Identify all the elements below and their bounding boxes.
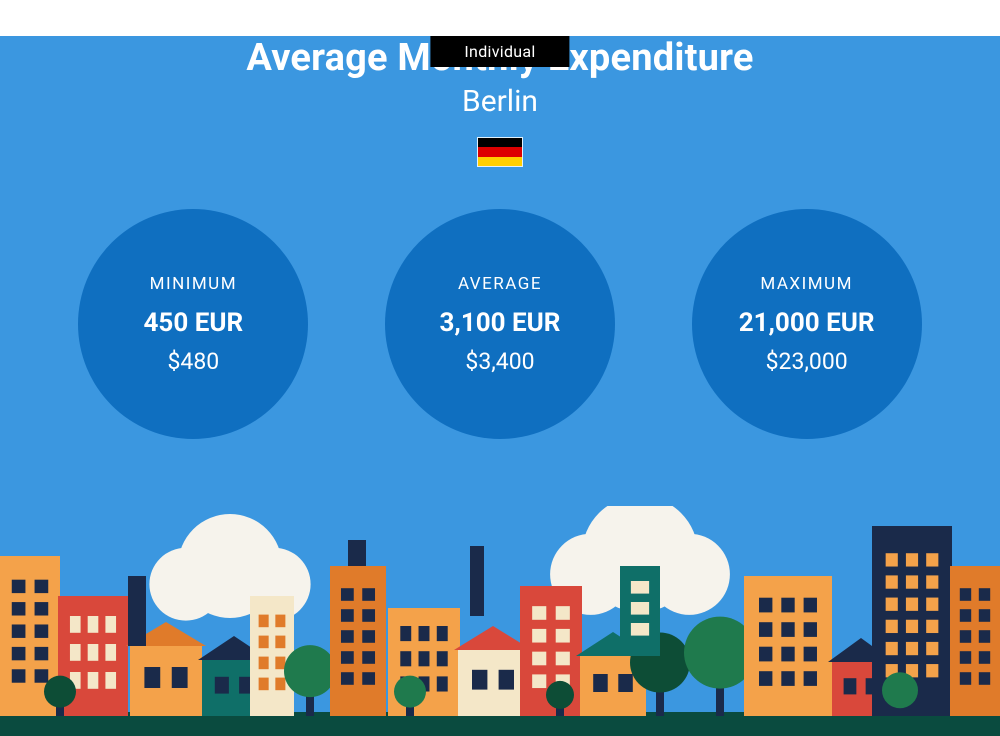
- stat-label: MINIMUM: [150, 274, 237, 294]
- category-badge-label: Individual: [464, 42, 535, 61]
- category-badge: Individual: [430, 36, 569, 67]
- stat-primary: 21,000 EUR: [739, 308, 875, 338]
- infographic-card: Individual Average Monthly Expenditure B…: [0, 36, 1000, 736]
- stat-label: AVERAGE: [458, 274, 542, 294]
- stat-secondary: $3,400: [465, 348, 534, 375]
- stat-primary: 450 EUR: [144, 308, 244, 338]
- stat-primary: 3,100 EUR: [440, 308, 561, 338]
- flag-stripe-1: [478, 138, 522, 147]
- cityscape-illustration: [0, 506, 1000, 736]
- stat-circle-average: AVERAGE 3,100 EUR $3,400: [385, 209, 615, 439]
- stat-secondary: $480: [167, 348, 219, 375]
- stats-row: MINIMUM 450 EUR $480 AVERAGE 3,100 EUR $…: [0, 209, 1000, 439]
- stat-secondary: $23,000: [766, 348, 848, 375]
- city-name: Berlin: [0, 84, 1000, 119]
- germany-flag-icon: [477, 137, 523, 167]
- stat-circle-minimum: MINIMUM 450 EUR $480: [78, 209, 308, 439]
- flag-stripe-3: [478, 157, 522, 166]
- stat-label: MAXIMUM: [760, 274, 853, 294]
- flag-stripe-2: [478, 147, 522, 156]
- flag-container: [0, 137, 1000, 167]
- stat-circle-maximum: MAXIMUM 21,000 EUR $23,000: [692, 209, 922, 439]
